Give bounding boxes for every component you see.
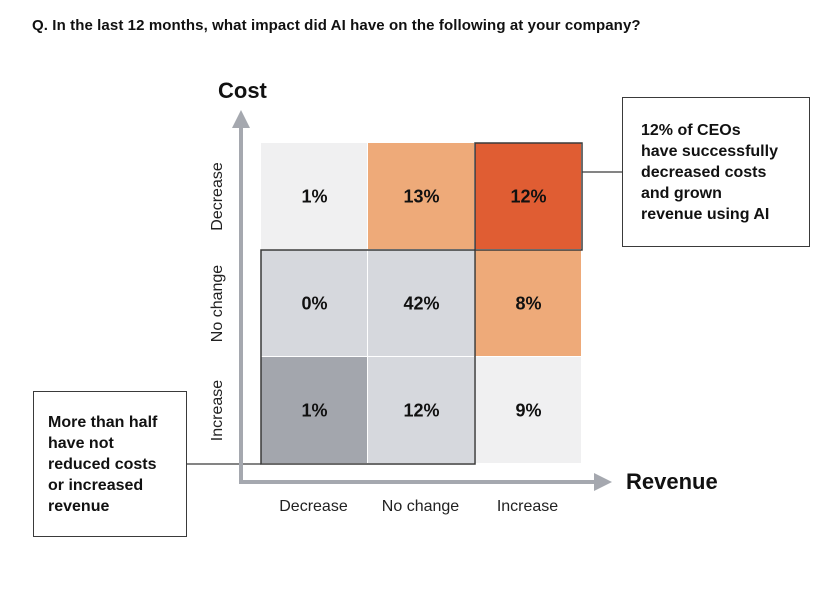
callout-top-line: have successfully [641, 143, 778, 160]
callout-bottom-line: revenue [48, 498, 110, 515]
cell-value-label: 9% [515, 401, 541, 421]
cell-cost-increase-revenue-no-change [368, 357, 474, 463]
callout-bottom-line: More than half [48, 414, 158, 431]
cell-cost-decrease-revenue-increase [475, 143, 581, 249]
cell-cost-increase-revenue-increase [475, 357, 581, 463]
cell-value-label: 8% [515, 294, 541, 314]
x-axis-arrowhead [594, 473, 612, 491]
cell-value-label: 42% [403, 294, 439, 314]
callout-bottom-line: reduced costs [48, 456, 157, 473]
cell-value-label: 1% [301, 187, 327, 207]
cell-cost-decrease-revenue-decrease [261, 143, 367, 249]
y-axis-title: Cost [218, 78, 268, 103]
callout-top: 12% of CEOs have successfully decreased … [622, 97, 810, 247]
callout-top-line: 12% of CEOs [641, 122, 741, 139]
callout-top-line: revenue using AI [641, 206, 770, 223]
x-tick-label-increase: Increase [497, 498, 558, 515]
callout-top-line: decreased costs [641, 164, 767, 181]
highlight-outline-no-gain [260, 249, 476, 465]
axes [232, 110, 612, 491]
cell-value-label: 1% [301, 401, 327, 421]
cell-value-label: 12% [403, 401, 439, 421]
cell-value-label: 0% [301, 294, 327, 314]
callout-bottom-line: or increased [48, 477, 144, 494]
cell-cost-decrease-revenue-no-change [368, 143, 474, 249]
cell-cost-no-change-revenue-increase [475, 250, 581, 356]
y-tick-label-no-change: No change [209, 265, 226, 342]
y-tick-label-decrease: Decrease [209, 162, 226, 231]
x-axis-title: Revenue [626, 469, 718, 494]
cell-value-label: 12% [510, 187, 546, 207]
callout-bottom-line: have not [48, 435, 114, 452]
heatmap-cells: 1% 13% 12% 0% 42% 8% 1% 12% 9% [261, 143, 581, 463]
y-axis-arrowhead [232, 110, 250, 128]
axis-labels: Cost Revenue Decrease No change Increase Decr… [209, 78, 718, 515]
x-tick-label-no-change: No change [382, 498, 459, 515]
cell-cost-no-change-revenue-no-change [368, 250, 474, 356]
cell-cost-increase-revenue-decrease [261, 357, 367, 463]
cell-value-label: 13% [403, 187, 439, 207]
highlight-outlines [187, 142, 622, 465]
y-tick-label-increase: Increase [209, 380, 226, 441]
cell-cost-no-change-revenue-decrease [261, 250, 367, 356]
highlight-outline-top-right [474, 142, 583, 251]
callout-bottom: More than half have not reduced costs or… [33, 391, 187, 537]
callout-top-line: and grown [641, 185, 722, 202]
x-tick-label-decrease: Decrease [279, 498, 348, 515]
question-title: Q. In the last 12 months, what impact di… [32, 17, 641, 34]
